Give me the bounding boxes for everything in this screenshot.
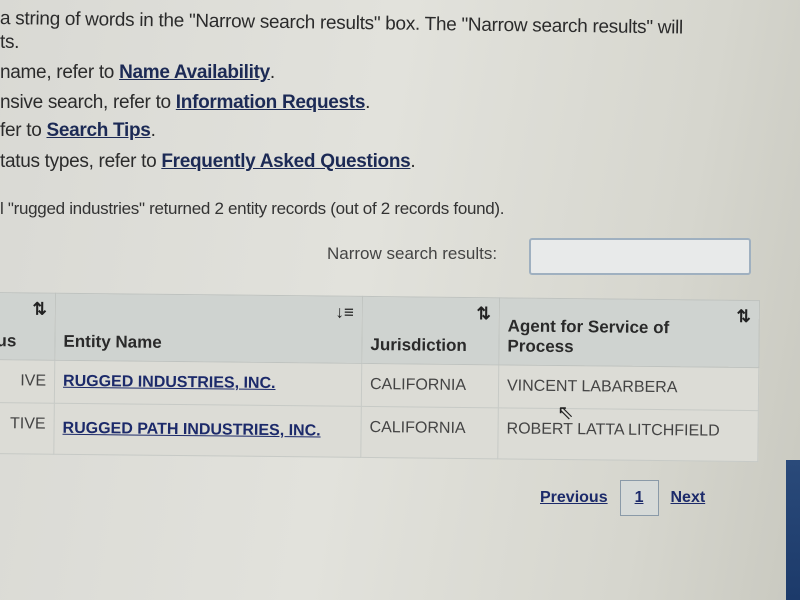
mouse-cursor-icon: ⇖ xyxy=(557,402,574,424)
entity-link[interactable]: RUGGED PATH INDUSTRIES, INC. xyxy=(62,419,321,440)
name-availability-link[interactable]: Name Availability xyxy=(119,62,270,83)
text: nsive search, refer to xyxy=(0,92,176,113)
column-header-agent[interactable]: ⇅ Agent for Service of Process xyxy=(498,297,760,368)
header-label: Jurisdiction xyxy=(370,335,467,356)
agent-cell: ROBERT LATTA LITCHFIELD xyxy=(497,407,759,462)
column-header-entity-name[interactable]: ↓≡ Entity Name xyxy=(54,293,363,364)
narrow-search-label: Narrow search results: xyxy=(327,244,498,263)
text: . xyxy=(269,62,275,83)
intro-line: name, refer to Name Availability. xyxy=(0,62,275,84)
text: fer to xyxy=(0,120,47,141)
entity-cell: RUGGED INDUSTRIES, INC. xyxy=(54,360,362,407)
text: . xyxy=(365,92,371,113)
sort-arrows-icon[interactable]: ⇅ xyxy=(736,306,751,326)
entity-link[interactable]: RUGGED INDUSTRIES, INC. xyxy=(62,372,276,393)
sort-ascending-icon[interactable]: ↓≡ xyxy=(335,302,354,322)
intro-line: fer to Search Tips. xyxy=(0,120,156,142)
table-header-row: ⇅ us ↓≡ Entity Name ⇅ Jurisdiction ⇅ Agent f… xyxy=(0,292,760,368)
intro-line: tatus types, refer to Frequently Asked Q… xyxy=(0,151,416,173)
narrow-search-input[interactable] xyxy=(529,238,751,275)
entity-cell: RUGGED PATH INDUSTRIES, INC. xyxy=(53,403,362,458)
intro-line: ts. xyxy=(0,32,20,53)
intro-line: a string of words in the "Narrow search … xyxy=(0,8,684,39)
results-table: ⇅ us ↓≡ Entity Name ⇅ Jurisdiction ⇅ Agent f… xyxy=(0,292,760,462)
page-number[interactable]: 1 xyxy=(634,489,644,506)
column-header-jurisdiction[interactable]: ⇅ Jurisdiction xyxy=(361,296,500,365)
agent-cell: VINCENT LABARBERA xyxy=(498,364,759,411)
sort-arrows-icon[interactable]: ⇅ xyxy=(32,299,47,319)
intro-line: nsive search, refer to Information Reque… xyxy=(0,92,370,114)
next-page-link[interactable]: Next xyxy=(670,489,706,506)
page-1-button[interactable]: 1 xyxy=(619,480,659,516)
jurisdiction-cell: CALIFORNIA xyxy=(361,363,499,408)
header-label: Agent for Service of Process xyxy=(507,316,670,357)
result-summary: l "rugged industries" returned 2 entity … xyxy=(0,199,505,218)
status-cell: TIVE xyxy=(0,402,55,455)
previous-page-link[interactable]: Previous xyxy=(540,489,608,506)
table-row: TIVE RUGGED PATH INDUSTRIES, INC. CALIFO… xyxy=(0,402,759,462)
text: . xyxy=(410,151,416,172)
header-label: us xyxy=(0,331,17,351)
column-header-status[interactable]: ⇅ us xyxy=(0,292,56,361)
information-requests-link[interactable]: Information Requests xyxy=(175,92,366,113)
text: tatus types, refer to xyxy=(0,151,162,172)
faq-link[interactable]: Frequently Asked Questions xyxy=(161,151,411,172)
text: name, refer to xyxy=(0,62,120,83)
monitor-bezel xyxy=(786,460,800,600)
status-cell: IVE xyxy=(0,359,55,404)
text: . xyxy=(150,120,156,141)
pagination: Previous 1 Next xyxy=(540,480,705,516)
jurisdiction-cell: CALIFORNIA xyxy=(360,406,499,459)
sort-arrows-icon[interactable]: ⇅ xyxy=(476,304,491,324)
search-tips-link[interactable]: Search Tips xyxy=(46,120,151,141)
header-label: Entity Name xyxy=(63,331,162,352)
